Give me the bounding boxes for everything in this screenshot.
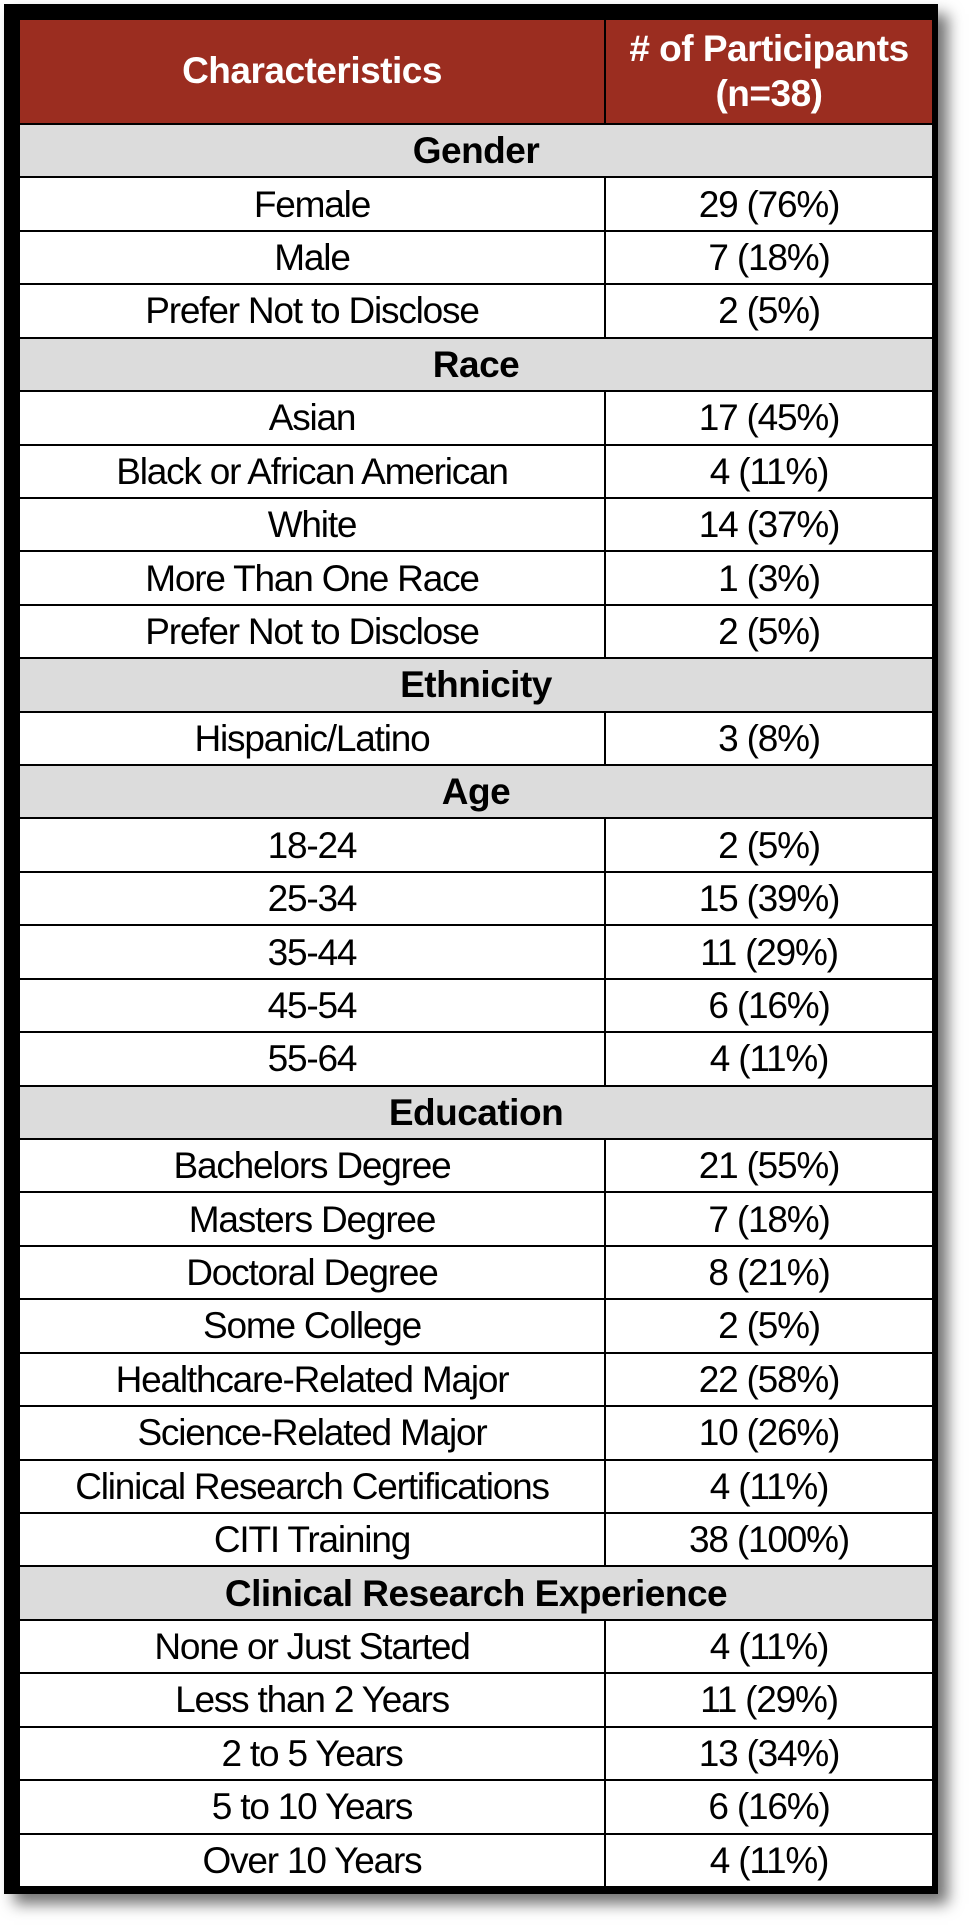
participants-cell: 11 (29%) [604,924,934,980]
header-participants: # of Participants (n=38) [604,18,934,125]
table-row: 45-54 6 (16%) [18,977,934,1034]
characteristic-cell: Doctoral Degree [18,1244,606,1301]
characteristic-cell: Female [18,176,606,232]
participants-cell: 22 (58%) [604,1351,934,1408]
characteristic-cell: Some College [18,1298,606,1354]
participants-cell: 17 (45%) [604,390,934,446]
participants-cell: 1 (3%) [604,550,934,606]
table-row: Female 29 (76%) [18,176,934,232]
characteristic-cell: None or Just Started [18,1618,606,1675]
characteristic-cell: 45-54 [18,977,606,1034]
participants-cell: 8 (21%) [604,1244,934,1301]
table-row: 25-34 15 (39%) [18,870,934,927]
table-row: CITI Training 38 (100%) [18,1511,934,1568]
table-row: 2 to 5 Years 13 (34%) [18,1725,934,1782]
characteristic-cell: 5 to 10 Years [18,1779,606,1835]
table-row: Prefer Not to Disclose 2 (5%) [18,603,934,660]
section-row: Race [18,336,934,393]
characteristic-cell: Science-Related Major [18,1405,606,1461]
table-row: Masters Degree 7 (18%) [18,1191,934,1247]
header-characteristics: Characteristics [18,18,606,125]
characteristic-cell: 35-44 [18,924,606,980]
participants-cell: 6 (16%) [604,1779,934,1835]
characteristic-cell: Asian [18,390,606,446]
participants-cell: 6 (16%) [604,977,934,1034]
table-row: Some College 2 (5%) [18,1298,934,1354]
characteristic-cell: White [18,496,606,553]
characteristic-cell: 25-34 [18,870,606,927]
section-title: Race [18,336,934,393]
characteristic-cell: Less than 2 Years [18,1672,606,1728]
participants-cell: 4 (11%) [604,1031,934,1087]
table-row: 35-44 11 (29%) [18,924,934,980]
table-row: Over 10 Years 4 (11%) [18,1832,934,1888]
participants-cell: 7 (18%) [604,229,934,286]
section-row: Ethnicity [18,657,934,713]
participants-cell: 2 (5%) [604,817,934,873]
characteristic-cell: Black or African American [18,443,606,499]
participants-cell: 7 (18%) [604,1191,934,1247]
table-row: White 14 (37%) [18,496,934,553]
table-row: Clinical Research Certifications 4 (11%) [18,1458,934,1514]
table-row: Black or African American 4 (11%) [18,443,934,499]
participants-cell: 29 (76%) [604,176,934,232]
section-title: Gender [18,122,934,179]
participants-cell: 38 (100%) [604,1511,934,1568]
demographics-table: Characteristics # of Participants (n=38)… [18,18,934,1888]
characteristic-cell: 55-64 [18,1031,606,1087]
participants-cell: 4 (11%) [604,1458,934,1514]
participants-cell: 14 (37%) [604,496,934,553]
table-frame: Characteristics # of Participants (n=38)… [4,4,938,1894]
table-body: Gender Female 29 (76%) Male 7 (18%) Prefer No… [18,122,934,1888]
table-row: Healthcare-Related Major 22 (58%) [18,1351,934,1408]
section-row: Education [18,1084,934,1141]
characteristic-cell: Male [18,229,606,286]
participants-cell: 2 (5%) [604,283,934,339]
characteristic-cell: Masters Degree [18,1191,606,1247]
section-row: Gender [18,122,934,179]
characteristic-cell: Prefer Not to Disclose [18,603,606,660]
table-row: 55-64 4 (11%) [18,1031,934,1087]
participants-cell: 10 (26%) [604,1405,934,1461]
characteristic-cell: Hispanic/Latino [18,710,606,767]
characteristic-cell: 2 to 5 Years [18,1725,606,1782]
section-title: Age [18,764,934,820]
participants-cell: 3 (8%) [604,710,934,767]
characteristic-cell: CITI Training [18,1511,606,1568]
participants-cell: 13 (34%) [604,1725,934,1782]
characteristic-cell: Over 10 Years [18,1832,606,1888]
table-row: Male 7 (18%) [18,229,934,286]
section-row: Age [18,764,934,820]
section-row: Clinical Research Experience [18,1565,934,1621]
table-row: More Than One Race 1 (3%) [18,550,934,606]
participants-cell: 21 (55%) [604,1138,934,1194]
table-row: Prefer Not to Disclose 2 (5%) [18,283,934,339]
participants-cell: 2 (5%) [604,603,934,660]
section-title: Clinical Research Experience [18,1565,934,1621]
participants-cell: 15 (39%) [604,870,934,927]
characteristic-cell: Bachelors Degree [18,1138,606,1194]
participants-cell: 2 (5%) [604,1298,934,1354]
participants-cell: 4 (11%) [604,1618,934,1675]
table-row: Science-Related Major 10 (26%) [18,1405,934,1461]
table-row: Asian 17 (45%) [18,390,934,446]
table-row: Doctoral Degree 8 (21%) [18,1244,934,1301]
table-row: 18-24 2 (5%) [18,817,934,873]
characteristic-cell: Prefer Not to Disclose [18,283,606,339]
section-title: Education [18,1084,934,1141]
participants-cell: 4 (11%) [604,1832,934,1888]
table-row: Hispanic/Latino 3 (8%) [18,710,934,767]
table-row: Bachelors Degree 21 (55%) [18,1138,934,1194]
participants-cell: 4 (11%) [604,443,934,499]
table-row: Less than 2 Years 11 (29%) [18,1672,934,1728]
characteristic-cell: Healthcare-Related Major [18,1351,606,1408]
table-header-row: Characteristics # of Participants (n=38) [18,18,934,125]
participants-cell: 11 (29%) [604,1672,934,1728]
characteristic-cell: 18-24 [18,817,606,873]
characteristic-cell: More Than One Race [18,550,606,606]
characteristic-cell: Clinical Research Certifications [18,1458,606,1514]
table-row: None or Just Started 4 (11%) [18,1618,934,1675]
table-row: 5 to 10 Years 6 (16%) [18,1779,934,1835]
section-title: Ethnicity [18,657,934,713]
